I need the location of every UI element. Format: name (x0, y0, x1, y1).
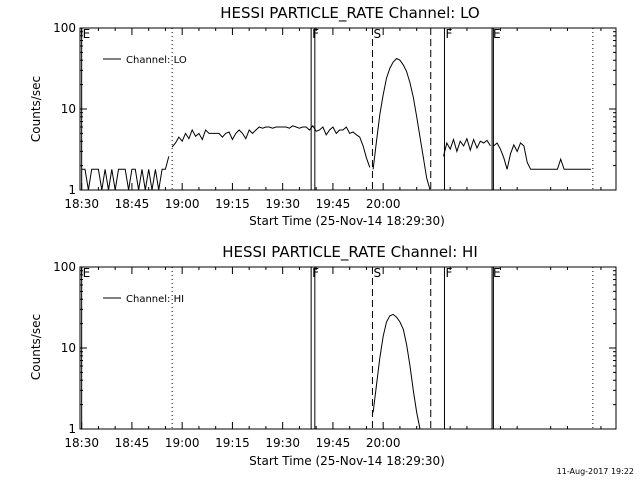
x-axis-label: Start Time (25-Nov-14 18:29:30) (249, 214, 445, 228)
legend-entry: Channel: LO (126, 55, 187, 66)
series-line (81, 156, 170, 191)
x-tick-label: 19:00 (165, 436, 200, 450)
x-axis-label: Start Time (25-Nov-14 18:29:30) (249, 454, 445, 468)
footer-timestamp: 11-Aug-2017 19:22 (556, 467, 634, 476)
series-line (443, 137, 491, 157)
x-tick-label: 18:30 (64, 197, 99, 211)
chart-panel-lo: HESSI PARTICLE_RATE Channel: LO Counts/s… (29, 4, 617, 228)
series-line (171, 124, 371, 168)
event-marker-label: F (445, 266, 452, 280)
x-tick-label: 19:45 (316, 436, 351, 450)
event-marker-label: S (373, 27, 381, 41)
x-tick-label: 18:45 (115, 436, 150, 450)
series-line (493, 142, 591, 170)
y-tick-label: 1 (68, 422, 76, 436)
event-marker-label: E (493, 266, 501, 280)
x-tick-label: 19:15 (215, 436, 250, 450)
y-tick-label: 1 (68, 183, 76, 197)
plot-frame (79, 266, 617, 430)
legend: Channel: HI (103, 294, 184, 305)
event-marker-label: E (83, 266, 91, 280)
y-axis-label: Counts/sec (29, 314, 43, 380)
event-marker-label: F (312, 27, 319, 41)
plot-frame (79, 27, 617, 191)
event-marker-label: S (373, 266, 381, 280)
y-tick-label: 10 (61, 341, 76, 355)
chart-title: HESSI PARTICLE_RATE Channel: LO (220, 4, 479, 23)
chart-panel-hi: HESSI PARTICLE_RATE Channel: HI Counts/s… (29, 243, 617, 468)
y-tick-label: 100 (53, 21, 76, 35)
y-tick-label: 100 (53, 260, 76, 274)
event-marker-label: E (83, 27, 91, 41)
x-tick-label: 19:30 (265, 197, 300, 211)
x-tick-label: 18:45 (115, 197, 150, 211)
x-tick-label: 19:00 (165, 197, 200, 211)
legend: Channel: LO (103, 55, 187, 66)
series-line (372, 313, 421, 430)
event-marker-label: F (445, 27, 452, 41)
x-tick-label: 19:30 (265, 436, 300, 450)
x-tick-label: 19:15 (215, 197, 250, 211)
chart-title: HESSI PARTICLE_RATE Channel: HI (222, 243, 478, 262)
y-tick-label: 10 (61, 102, 76, 116)
legend-entry: Channel: HI (126, 294, 184, 305)
x-tick-label: 20:00 (366, 436, 401, 450)
series-line (372, 57, 431, 191)
x-tick-label: 18:30 (64, 436, 99, 450)
event-marker-label: E (493, 27, 501, 41)
x-tick-label: 20:00 (366, 197, 401, 211)
x-tick-label: 19:45 (316, 197, 351, 211)
event-marker-label: F (312, 266, 319, 280)
y-axis-label: Counts/sec (29, 76, 43, 142)
